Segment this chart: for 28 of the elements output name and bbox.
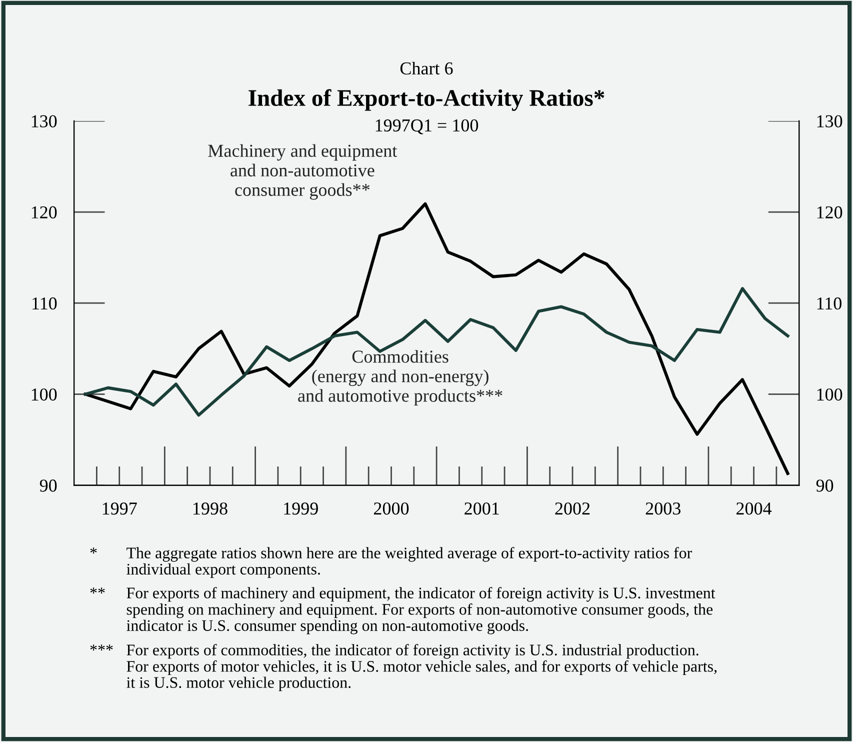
x-tick-label: 1997 <box>102 502 137 515</box>
y-tick-label: 100 <box>32 388 57 401</box>
x-tick-label: 2000 <box>374 502 409 515</box>
y2-tick-label: 130 <box>817 115 842 128</box>
y2-tick-label: 120 <box>817 206 842 218</box>
x-tick-label: 2002 <box>555 502 590 515</box>
x-tick-label: 1999 <box>284 502 318 515</box>
y-tick-label: 110 <box>32 297 57 310</box>
y2-tick-label: 100 <box>817 388 842 401</box>
y-tick-label: 90 <box>40 480 57 492</box>
text: ** For exports of machinery and equipment, the indicator of foreign activity is U.S. investment spending on machinery and equipment. For exports of non-automotive consumer goods, the indicator is U.S. consumer spending on non-automotive goods. <box>90 587 716 634</box>
chart-title: Index of Export-to-Activity Ratios* <box>248 89 604 111</box>
x-tick-label: 2001 <box>464 502 499 515</box>
y2-tick-label: 90 <box>816 480 834 492</box>
x-tick-label: 2004 <box>736 502 772 515</box>
x-tick-label: 1998 <box>194 502 228 515</box>
y-tick-label: 130 <box>32 115 57 128</box>
series-label: Commodities (energy and non-energy) and automotive products*** <box>298 350 502 406</box>
y2-tick-label: 110 <box>817 297 842 310</box>
chart-subtitle: 1997Q1 = 100 <box>376 119 478 134</box>
x-tick-label: 2003 <box>646 502 680 515</box>
caption: Chart 6 <box>400 62 453 75</box>
y-tick-label: 120 <box>32 206 57 218</box>
line-series <box>84 287 790 417</box>
text: *** For exports of commodities, the indicator of foreign activity is U.S. industrial production. For exports of motor vehicles, it is U.S. motor vehicle sales, and for exports of vehicle parts, it is U.S. motor vehicle production. <box>90 644 717 692</box>
series-label: Machinery and equipment and non-automotive consumer goods** <box>208 144 398 200</box>
text: * The aggregate ratios shown here are the weighted average of export-to-activity ratios for individual export components. <box>90 547 692 578</box>
line-series <box>84 202 790 475</box>
